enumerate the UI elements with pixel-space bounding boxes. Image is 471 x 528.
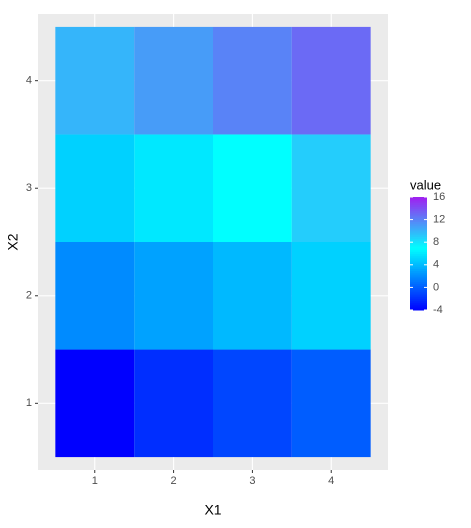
tile xyxy=(134,242,213,350)
colorbar-segment xyxy=(410,291,427,294)
colorbar-segment xyxy=(410,249,427,253)
colorbar-segment xyxy=(410,244,427,247)
colorbar-segment xyxy=(410,253,427,256)
colorbar-segment xyxy=(410,198,427,202)
legend-label: -4 xyxy=(433,304,443,316)
colorbar-segment xyxy=(410,281,427,285)
x-tick-label: 3 xyxy=(249,475,255,487)
tile xyxy=(213,26,292,135)
tile xyxy=(213,134,292,242)
colorbar-segment xyxy=(410,229,427,232)
legend-title: value xyxy=(410,177,441,192)
y-tick-label: 3 xyxy=(26,182,32,194)
colorbar-segment xyxy=(410,274,427,277)
colorbar-segment xyxy=(410,223,427,226)
legend-label: 12 xyxy=(433,214,445,226)
colorbar-segment xyxy=(410,225,427,228)
colorbar-segment xyxy=(410,212,427,215)
legend-label: 8 xyxy=(433,236,439,248)
colorbar-segment xyxy=(410,204,427,207)
colorbar-segment xyxy=(410,245,427,249)
colorbar-segment xyxy=(410,208,427,211)
y-tick-label: 4 xyxy=(26,75,32,87)
y-tick-label: 2 xyxy=(26,290,32,302)
tile xyxy=(55,242,135,350)
colorbar-segment xyxy=(410,308,427,311)
y-tick-label: 1 xyxy=(26,397,32,409)
colorbar-segment xyxy=(410,283,427,287)
colorbar-segment xyxy=(410,251,427,254)
colorbar-segment xyxy=(410,287,427,290)
colorbar-segment xyxy=(410,261,427,264)
colorbar-segment xyxy=(410,294,427,298)
colorbar-segment xyxy=(410,255,427,258)
colorbar-segment xyxy=(410,219,427,222)
colorbar-segment xyxy=(410,215,427,219)
colorbar-segment xyxy=(410,232,427,236)
colorbar-segment xyxy=(410,289,427,292)
colorbar-segment xyxy=(410,217,427,221)
tile xyxy=(134,349,213,458)
legend-label: 0 xyxy=(433,281,439,293)
colorbar-segment xyxy=(410,276,427,279)
colorbar-segment xyxy=(410,272,427,275)
x-tick-label: 4 xyxy=(328,475,334,487)
colorbar-segment xyxy=(410,296,427,300)
colorbar-segment xyxy=(410,268,427,271)
colorbar-segment xyxy=(410,227,427,230)
colorbar-segment xyxy=(410,202,427,206)
tile xyxy=(291,349,371,458)
colorbar-segment xyxy=(410,259,427,262)
colorbar-segment xyxy=(410,213,427,217)
colorbar-segment xyxy=(410,262,427,266)
tile xyxy=(134,26,213,135)
colorbar-segment xyxy=(410,306,427,309)
legend-label: 16 xyxy=(433,191,445,203)
colorbar-segment xyxy=(410,240,427,243)
colorbar-segment xyxy=(410,236,427,239)
tile xyxy=(291,134,371,242)
colorbar-segment xyxy=(410,257,427,260)
tile xyxy=(55,134,135,242)
colorbar-segment xyxy=(410,302,427,305)
x-axis-title: X1 xyxy=(204,502,221,518)
x-tick-label: 2 xyxy=(171,475,177,487)
colorbar-segment xyxy=(410,230,427,234)
colorbar-segment xyxy=(410,210,427,213)
legend-label: 4 xyxy=(433,259,439,271)
colorbar-segment xyxy=(410,279,427,283)
tile xyxy=(291,242,371,350)
colorbar-segment xyxy=(410,277,427,281)
y-axis-title: X2 xyxy=(5,233,21,250)
colorbar-segment xyxy=(410,300,427,303)
x-tick-label: 1 xyxy=(92,475,98,487)
tile xyxy=(55,26,135,135)
colorbar-segment xyxy=(410,293,427,296)
tile xyxy=(291,26,371,135)
colorbar-segment xyxy=(410,238,427,241)
colorbar-segment xyxy=(410,298,427,302)
colorbar-segment xyxy=(410,221,427,224)
colorbar-segment xyxy=(410,197,427,200)
colorbar-segment xyxy=(410,264,427,268)
colorbar-segment xyxy=(410,206,427,209)
colorbar-segment xyxy=(410,200,427,204)
colorbar-segment xyxy=(410,304,427,307)
colorbar-segment xyxy=(410,266,427,270)
colorbar-segment xyxy=(410,234,427,238)
tile xyxy=(55,349,135,458)
colorbar-segment xyxy=(410,242,427,245)
colorbar-segment xyxy=(410,247,427,251)
tile xyxy=(213,349,292,458)
tile xyxy=(134,134,213,242)
tile xyxy=(213,242,292,350)
colorbar-segment xyxy=(410,270,427,273)
colorbar-segment xyxy=(410,285,427,288)
